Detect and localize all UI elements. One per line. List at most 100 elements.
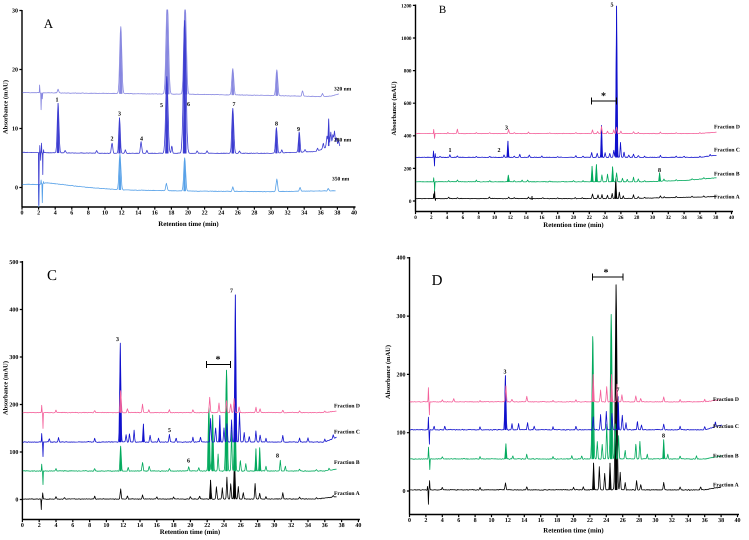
svg-text:12: 12 [505, 518, 511, 524]
svg-text:200: 200 [397, 372, 406, 378]
svg-text:3: 3 [504, 370, 507, 376]
svg-text:18: 18 [555, 215, 561, 221]
svg-text:14: 14 [521, 518, 527, 524]
svg-text:Fraction B: Fraction B [714, 172, 740, 178]
svg-text:20: 20 [571, 518, 577, 524]
svg-text:24: 24 [218, 211, 224, 217]
svg-text:600: 600 [404, 101, 412, 107]
svg-text:300: 300 [9, 355, 18, 361]
svg-text:14: 14 [135, 211, 141, 217]
svg-text:8: 8 [658, 168, 661, 174]
svg-text:20: 20 [571, 215, 577, 221]
svg-text:20: 20 [185, 211, 191, 217]
svg-text:Absorbance (mAU): Absorbance (mAU) [385, 345, 392, 399]
svg-text:22: 22 [202, 211, 208, 217]
svg-text:4: 4 [55, 523, 58, 529]
svg-text:300: 300 [397, 314, 406, 320]
svg-text:26: 26 [618, 215, 624, 221]
svg-text:18: 18 [554, 518, 560, 524]
svg-text:8: 8 [474, 518, 477, 524]
svg-text:36: 36 [322, 523, 328, 529]
svg-text:400: 400 [9, 307, 18, 313]
svg-text:200: 200 [9, 402, 18, 408]
svg-text:22: 22 [587, 518, 593, 524]
svg-text:20: 20 [187, 523, 193, 529]
svg-text:D: D [432, 273, 443, 289]
svg-text:38: 38 [713, 215, 719, 221]
svg-text:18: 18 [171, 523, 177, 529]
svg-text:24: 24 [221, 523, 227, 529]
svg-text:6: 6 [457, 518, 460, 524]
svg-text:Retention time (min): Retention time (min) [160, 529, 220, 536]
svg-text:200: 200 [404, 166, 412, 172]
svg-text:38: 38 [339, 523, 345, 529]
svg-text:0: 0 [414, 215, 417, 221]
svg-text:28: 28 [251, 211, 257, 217]
svg-text:0: 0 [15, 497, 18, 503]
svg-text:1: 1 [449, 148, 452, 154]
svg-text:4: 4 [140, 137, 143, 143]
svg-text:16: 16 [154, 523, 160, 529]
svg-text:6: 6 [462, 215, 465, 221]
svg-text:7: 7 [617, 388, 620, 394]
svg-text:0: 0 [403, 489, 406, 495]
svg-text:Absorbance (mAU): Absorbance (mAU) [3, 80, 10, 134]
svg-text:Retention time (min): Retention time (min) [158, 221, 218, 228]
svg-text:36: 36 [702, 518, 708, 524]
svg-text:5: 5 [611, 3, 614, 9]
svg-text:800: 800 [404, 69, 412, 75]
svg-text:6: 6 [71, 523, 74, 529]
svg-text:Retention time (min): Retention time (min) [543, 222, 603, 229]
svg-text:32: 32 [666, 215, 672, 221]
svg-text:0: 0 [409, 199, 412, 205]
svg-text:32: 32 [288, 523, 294, 529]
svg-text:8: 8 [477, 215, 480, 221]
svg-text:16: 16 [152, 211, 158, 217]
svg-text:2: 2 [111, 137, 114, 143]
svg-text:Fraction A: Fraction A [714, 195, 740, 201]
svg-text:Fraction B: Fraction B [334, 460, 360, 466]
svg-text:500: 500 [9, 260, 18, 266]
svg-text:6: 6 [70, 211, 73, 217]
svg-text:12: 12 [508, 215, 514, 221]
svg-text:Retention time (min): Retention time (min) [543, 528, 603, 535]
svg-text:24: 24 [603, 518, 609, 524]
svg-text:28: 28 [255, 523, 261, 529]
svg-text:36: 36 [318, 211, 324, 217]
svg-text:24: 24 [603, 215, 609, 221]
svg-text:30: 30 [650, 215, 656, 221]
svg-text:4: 4 [446, 215, 449, 221]
svg-text:18: 18 [168, 211, 174, 217]
svg-text:40: 40 [735, 518, 741, 524]
svg-text:2: 2 [38, 523, 41, 529]
svg-text:280 nm: 280 nm [334, 138, 352, 144]
svg-text:40: 40 [351, 211, 357, 217]
svg-text:22: 22 [204, 523, 210, 529]
svg-text:400: 400 [397, 256, 406, 262]
svg-text:0: 0 [408, 518, 411, 524]
svg-text:Fraction C: Fraction C [334, 430, 360, 436]
svg-text:26: 26 [620, 518, 626, 524]
svg-text:1000: 1000 [401, 36, 412, 42]
svg-text:40: 40 [355, 523, 361, 529]
svg-text:34: 34 [305, 523, 311, 529]
svg-text:14: 14 [524, 215, 530, 221]
svg-text:*: * [216, 355, 221, 366]
svg-text:2: 2 [498, 148, 501, 154]
svg-text:16: 16 [539, 215, 545, 221]
svg-text:3: 3 [116, 337, 119, 343]
svg-text:7: 7 [233, 102, 236, 108]
svg-text:30: 30 [268, 211, 274, 217]
svg-text:400: 400 [404, 134, 412, 140]
svg-text:12: 12 [120, 523, 126, 529]
svg-text:6: 6 [187, 459, 190, 465]
svg-text:10: 10 [492, 215, 498, 221]
svg-text:Fraction A: Fraction A [713, 483, 739, 489]
svg-text:4: 4 [441, 518, 444, 524]
svg-text:8: 8 [275, 122, 278, 128]
svg-text:Absorbance (mAU): Absorbance (mAU) [3, 361, 10, 415]
svg-text:30: 30 [653, 518, 659, 524]
svg-text:40: 40 [729, 215, 735, 221]
svg-text:5: 5 [160, 103, 163, 109]
svg-text:34: 34 [685, 518, 691, 524]
